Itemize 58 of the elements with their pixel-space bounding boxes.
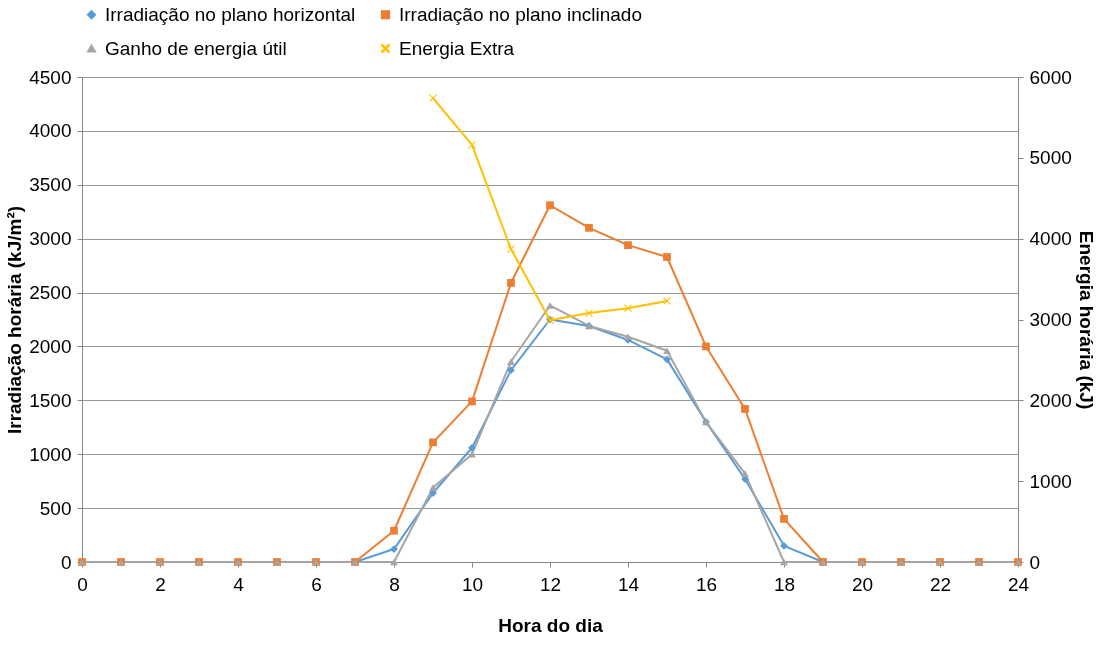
x-tick-label: 4 [233,573,245,595]
y-tick-label: 4000 [29,120,72,142]
point [468,450,476,458]
y2-tick-label: 4000 [1029,228,1072,250]
x-tick-label: 18 [773,573,796,595]
x-tick-label: 8 [389,573,400,595]
legend-label: Irradiação no plano horizontal [105,3,356,25]
x-tick-label: 22 [929,573,952,595]
point [741,470,749,477]
y-tick-label: 4500 [29,66,72,88]
point [663,347,671,355]
point [585,224,593,232]
x-tick-label: 16 [695,573,718,595]
y2-tick-label: 1000 [1029,470,1072,492]
x-tick-label: 14 [617,573,640,595]
y-axis-title: Irradiação horária (kJ/m²) [4,205,26,435]
y2-tick-label: 2000 [1029,389,1072,411]
x-axis-title: Hora do dia [498,614,604,636]
point [663,253,671,261]
legend-label: Energia Extra [399,37,515,59]
point [429,438,437,447]
point [468,443,476,452]
point [780,541,788,550]
point [429,484,437,491]
legend-label: Ganho de energia útil [105,37,287,59]
point [390,526,398,535]
y-tick-label: 3000 [29,228,72,250]
x-tick-label: 0 [77,573,88,595]
x-tick-label: 12 [539,573,562,595]
point [702,342,710,351]
y-tick-label: 2500 [29,282,72,304]
x-tick-label: 2 [155,573,166,595]
y2-tick-label: 3000 [1029,309,1072,330]
point [546,302,554,309]
point [546,201,554,210]
y2-tick-label: 0 [1029,551,1041,573]
point [741,405,749,413]
x-tick-label: 10 [461,573,484,595]
x-tick-label: 6 [311,573,322,595]
y-tick-label: 500 [39,497,72,519]
y-tick-label: 1000 [29,443,72,465]
point [624,241,632,250]
point [663,355,671,364]
y2-tick-label: 6000 [1029,66,1072,88]
x-tick-label: 20 [851,573,874,595]
y2-axis-title: Energia horária (kJ) [1075,230,1097,410]
y2-tick-label: 5000 [1029,147,1072,169]
y-tick-label: 2000 [29,335,72,357]
point [780,515,788,523]
x-tick-label: 24 [1007,573,1030,595]
y-tick-label: 0 [60,551,72,573]
legend-label: Irradiação no plano inclinado [399,3,642,25]
y-tick-label: 3500 [29,174,72,196]
point [507,366,515,375]
y-tick-label: 1500 [29,389,72,411]
point [507,358,515,365]
point [468,397,476,406]
point [507,278,515,287]
